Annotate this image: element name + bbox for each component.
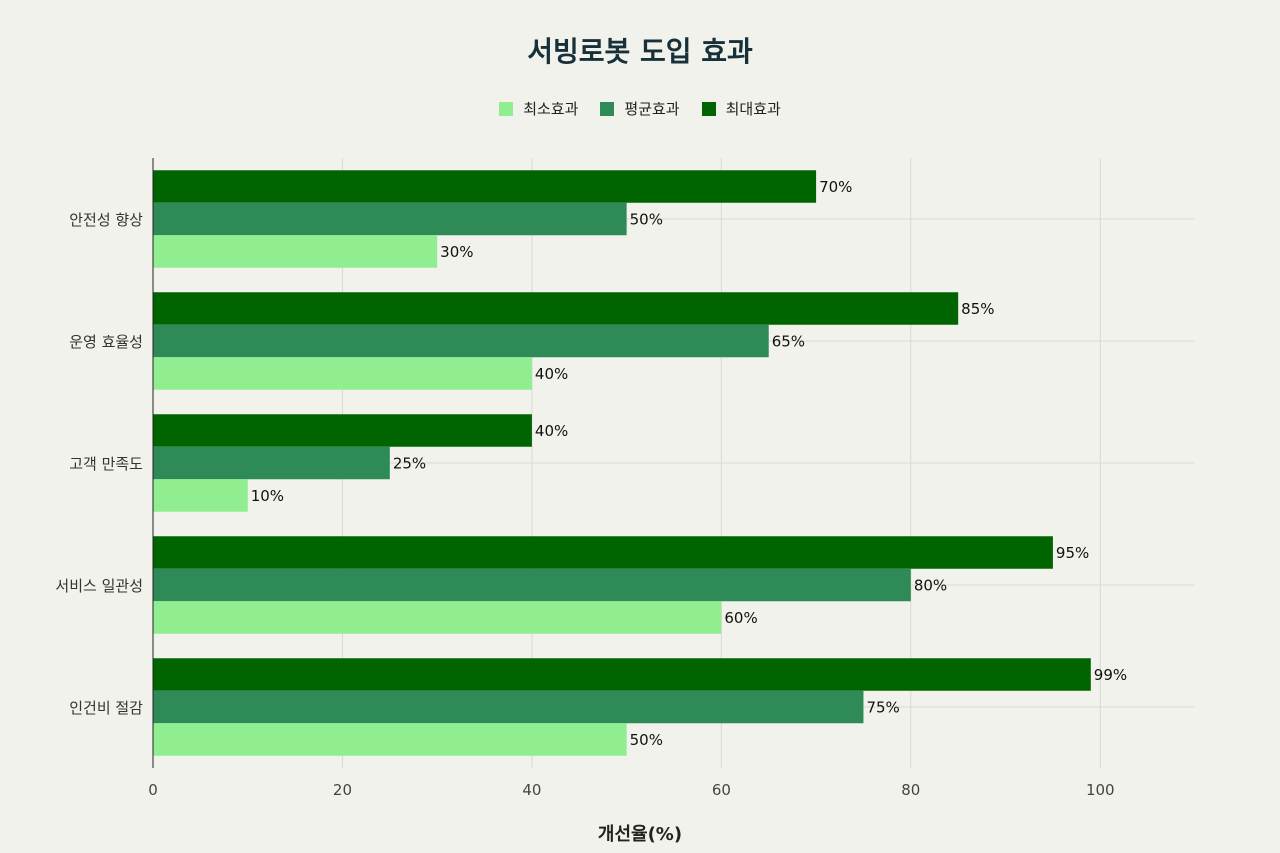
x-tick-label: 100 [1086,781,1115,799]
bar [153,601,722,634]
bar [153,324,769,358]
bar [153,414,532,447]
data-label: 75% [866,699,899,717]
data-label: 85% [961,300,994,318]
legend-label: 평균효과 [624,100,680,118]
data-label: 65% [772,333,805,351]
category-label: 서비스 일관성 [55,577,143,595]
data-label: 40% [535,365,568,383]
category-label: 인건비 절감 [69,699,143,717]
chart-title: 서빙로봇 도입 효과 [527,35,753,68]
bar [153,690,864,724]
bar [153,658,1091,691]
legend-item: 최소효과 [499,98,578,119]
x-tick-label: 40 [522,781,541,799]
category-label: 고객 만족도 [69,455,143,473]
category-label: 운영 효율성 [69,333,143,351]
legend-label: 최소효과 [523,100,579,118]
data-label: 80% [914,577,947,595]
x-tick-label: 20 [333,781,352,799]
bar [153,202,627,236]
legend-swatch [499,101,514,116]
bar [153,723,627,756]
legend: 최소효과 평균효과 최대효과 [0,98,1280,119]
data-label: 25% [393,455,426,473]
bar [153,568,911,602]
legend-swatch [600,101,615,116]
data-label: 50% [630,731,663,749]
bar [153,170,817,203]
data-label: 30% [440,243,473,261]
data-label: 95% [1056,544,1089,562]
bar [153,357,532,390]
x-tick-label: 60 [712,781,731,799]
legend-item: 최대효과 [701,98,781,119]
bar [153,235,438,268]
bar [153,292,959,325]
bar [153,446,390,480]
data-label: 50% [630,211,663,229]
legend-label: 최대효과 [725,100,781,118]
bar [153,536,1053,569]
x-tick-label: 80 [901,781,920,799]
category-label: 안전성 향상 [69,211,143,229]
legend-item: 평균효과 [600,98,680,119]
data-label: 40% [535,422,568,440]
x-tick-label: 0 [148,781,158,799]
bar [153,479,248,512]
x-axis-label: 개선율(%) [597,824,683,845]
data-label: 60% [724,609,757,627]
data-label: 70% [819,178,852,196]
data-label: 10% [251,487,284,505]
data-label: 99% [1094,666,1127,684]
legend-swatch [701,101,716,116]
